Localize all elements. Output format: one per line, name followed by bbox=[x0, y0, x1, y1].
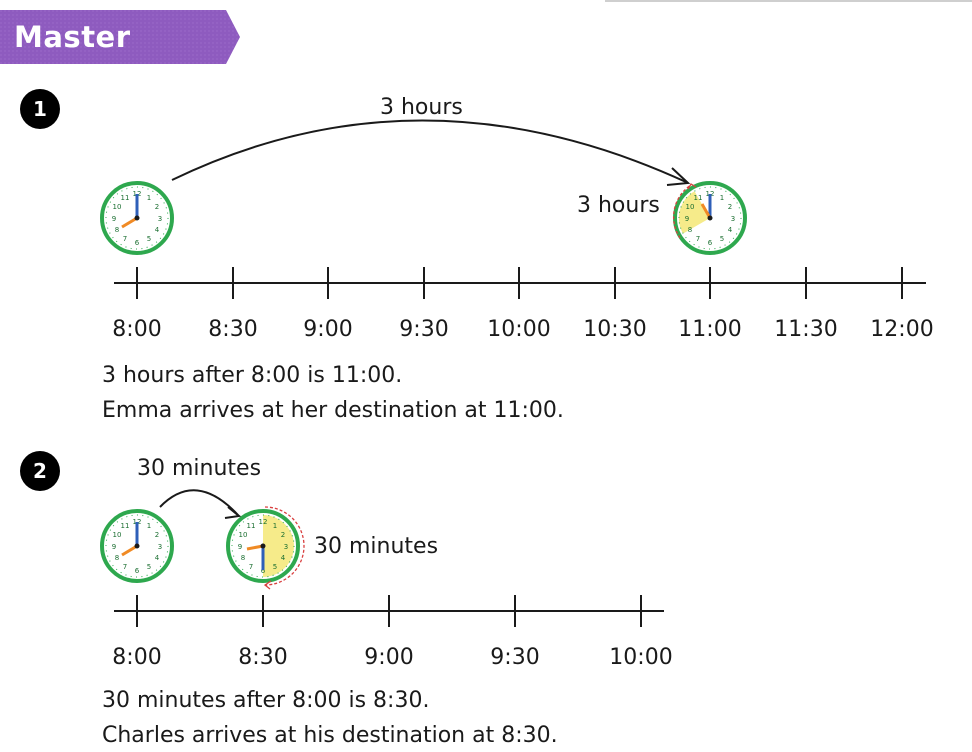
svg-text:3: 3 bbox=[158, 215, 162, 223]
svg-text:3: 3 bbox=[284, 543, 288, 551]
svg-text:11: 11 bbox=[694, 194, 703, 202]
q1-tick-label: 8:00 bbox=[112, 317, 162, 342]
svg-text:2: 2 bbox=[155, 531, 159, 539]
banner-shape bbox=[0, 10, 240, 64]
q1-tick-label: 10:30 bbox=[583, 317, 647, 342]
q2-jump-label: 30 minutes bbox=[137, 456, 262, 481]
q1-tick-label: 10:00 bbox=[487, 317, 551, 342]
svg-text:9: 9 bbox=[685, 215, 689, 223]
svg-text:3: 3 bbox=[158, 543, 162, 551]
svg-text:6: 6 bbox=[708, 239, 713, 247]
svg-text:10: 10 bbox=[239, 531, 248, 539]
banner-title: Master bbox=[14, 20, 131, 54]
q1-timeline-ticks bbox=[136, 267, 903, 299]
q2-tick-label: 10:00 bbox=[609, 645, 673, 670]
svg-text:5: 5 bbox=[720, 235, 724, 243]
q1-answer-line-2: Emma arrives at her destination at 11:00… bbox=[102, 398, 564, 423]
q2-jump-arrowhead bbox=[224, 506, 242, 519]
svg-text:9: 9 bbox=[112, 543, 116, 551]
q1-tick-label: 9:30 bbox=[399, 317, 449, 342]
q1-tick-label: 9:00 bbox=[303, 317, 353, 342]
q1-jump-label: 3 hours bbox=[380, 95, 463, 120]
svg-text:11: 11 bbox=[121, 522, 130, 530]
q2-tick-label: 9:00 bbox=[364, 645, 414, 670]
svg-text:7: 7 bbox=[123, 235, 127, 243]
q1-tick-label: 11:30 bbox=[774, 317, 838, 342]
svg-text:1: 1 bbox=[273, 522, 277, 530]
svg-text:6: 6 bbox=[261, 567, 266, 575]
question-number-1: 1 bbox=[20, 89, 60, 129]
svg-text:7: 7 bbox=[123, 563, 127, 571]
master-banner: Master bbox=[0, 10, 240, 64]
q1-clock-label: 3 hours bbox=[577, 193, 660, 218]
svg-text:8: 8 bbox=[241, 554, 245, 562]
svg-text:10: 10 bbox=[113, 531, 122, 539]
q1-tick-label: 12:00 bbox=[870, 317, 934, 342]
q1-tick-label: 8:30 bbox=[208, 317, 258, 342]
svg-text:1: 1 bbox=[147, 194, 151, 202]
svg-text:5: 5 bbox=[273, 563, 277, 571]
svg-text:12: 12 bbox=[259, 518, 268, 526]
q2-tick-label: 9:30 bbox=[490, 645, 540, 670]
svg-text:11: 11 bbox=[121, 194, 130, 202]
svg-text:1: 1 bbox=[147, 522, 151, 530]
q1-tick-label: 11:00 bbox=[678, 317, 742, 342]
svg-text:5: 5 bbox=[147, 563, 151, 571]
top-divider bbox=[605, 0, 972, 2]
svg-text:8: 8 bbox=[115, 554, 119, 562]
svg-text:5: 5 bbox=[147, 235, 151, 243]
q1-answer-line-1: 3 hours after 8:00 is 11:00. bbox=[102, 363, 403, 388]
svg-text:4: 4 bbox=[281, 554, 286, 562]
svg-text:7: 7 bbox=[696, 235, 700, 243]
svg-text:4: 4 bbox=[155, 226, 160, 234]
q1-jump-arrowhead bbox=[666, 167, 691, 186]
svg-text:6: 6 bbox=[135, 239, 140, 247]
svg-text:6: 6 bbox=[135, 567, 140, 575]
svg-text:9: 9 bbox=[238, 543, 242, 551]
svg-text:8: 8 bbox=[688, 226, 692, 234]
svg-text:1: 1 bbox=[720, 194, 724, 202]
q2-clock-label: 30 minutes bbox=[314, 534, 439, 559]
svg-text:2: 2 bbox=[155, 203, 159, 211]
q2-answer-line-2: Charles arrives at his destination at 8:… bbox=[102, 723, 558, 748]
svg-text:9: 9 bbox=[112, 215, 116, 223]
svg-text:10: 10 bbox=[686, 203, 695, 211]
svg-text:2: 2 bbox=[728, 203, 732, 211]
svg-text:8: 8 bbox=[115, 226, 119, 234]
q2-timeline-ticks bbox=[136, 595, 642, 627]
svg-text:4: 4 bbox=[155, 554, 160, 562]
q2-tick-label: 8:30 bbox=[238, 645, 288, 670]
svg-text:11: 11 bbox=[247, 522, 256, 530]
q2-jump-arc bbox=[159, 489, 239, 516]
q2-tick-label: 8:00 bbox=[112, 645, 162, 670]
svg-text:7: 7 bbox=[249, 563, 253, 571]
svg-text:3: 3 bbox=[731, 215, 735, 223]
svg-text:4: 4 bbox=[728, 226, 733, 234]
svg-text:2: 2 bbox=[281, 531, 285, 539]
q2-answer-line-1: 30 minutes after 8:00 is 8:30. bbox=[102, 688, 430, 713]
q1-jump-arc bbox=[171, 119, 687, 183]
question-number-2: 2 bbox=[20, 451, 60, 491]
svg-text:10: 10 bbox=[113, 203, 122, 211]
